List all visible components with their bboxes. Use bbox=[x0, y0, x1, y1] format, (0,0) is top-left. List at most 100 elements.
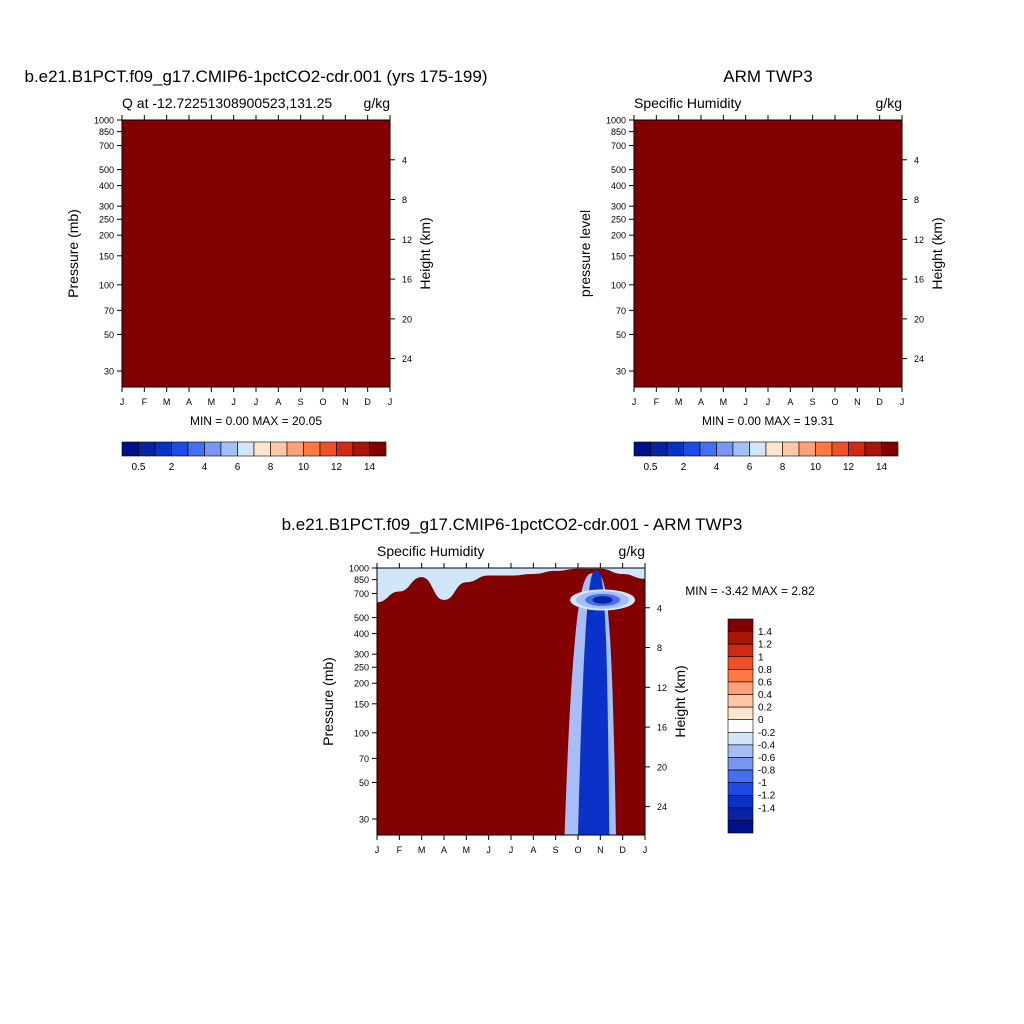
y-tick-label: 70 bbox=[104, 306, 114, 316]
y-tick-label: 500 bbox=[611, 165, 626, 175]
x-tick-label: A bbox=[186, 397, 192, 407]
colorbar-label: 1 bbox=[758, 652, 764, 663]
colorbar-swatch bbox=[650, 441, 668, 457]
y-tick-label: 850 bbox=[99, 127, 114, 137]
height-tick-label: 16 bbox=[914, 275, 924, 285]
y-tick-label: 850 bbox=[611, 127, 626, 137]
colorbar-swatch bbox=[727, 681, 754, 695]
height-tick-label: 8 bbox=[657, 643, 662, 653]
x-tick-label: O bbox=[574, 845, 581, 855]
colorbar-label: 10 bbox=[298, 462, 310, 473]
height-tick-label: 24 bbox=[657, 802, 667, 812]
colorbar-label: 0.5 bbox=[132, 462, 146, 473]
colorbar-swatch bbox=[204, 441, 222, 457]
subtitle-units: g/kg bbox=[364, 95, 390, 111]
x-tick-label: D bbox=[364, 397, 371, 407]
colorbar-label: 2 bbox=[681, 462, 687, 473]
chart-title: b.e21.B1PCT.f09_g17.CMIP6-1pctCO2-cdr.00… bbox=[282, 515, 743, 534]
colorbar-swatch bbox=[727, 782, 754, 796]
colorbar-swatch bbox=[716, 441, 734, 457]
colorbar: 0.5 2 4 6 8 10 12 14 bbox=[633, 441, 899, 473]
x-tick-label: F bbox=[397, 845, 403, 855]
height-tick-label: 12 bbox=[914, 235, 924, 245]
colorbar-label: 0.6 bbox=[758, 677, 772, 688]
colorbar-label: 0.2 bbox=[758, 703, 772, 714]
height-tick-label: 24 bbox=[914, 354, 924, 364]
y-tick-label: 200 bbox=[99, 231, 114, 241]
colorbar-swatch bbox=[727, 631, 754, 645]
colorbar-swatch bbox=[727, 656, 754, 670]
subtitle-left: Q at -12.72251308900523,131.25 bbox=[122, 95, 332, 111]
colorbar-swatch bbox=[864, 441, 882, 457]
colorbar-label: -0.2 bbox=[758, 728, 776, 739]
x-tick-label: J bbox=[486, 845, 491, 855]
x-tick-label: S bbox=[553, 845, 559, 855]
colorbar-swatch bbox=[220, 441, 238, 457]
contour-band bbox=[122, 120, 390, 387]
colorbar-swatch bbox=[815, 441, 833, 457]
x-tick-label: M bbox=[208, 397, 216, 407]
y-tick-label: 300 bbox=[99, 202, 114, 212]
colorbar-swatch bbox=[727, 618, 754, 632]
y-tick-label: 700 bbox=[611, 141, 626, 151]
height-axis-label: Height (km) bbox=[672, 665, 688, 737]
x-tick-label: S bbox=[810, 397, 816, 407]
colorbar-swatch bbox=[683, 441, 701, 457]
x-tick-label: M bbox=[463, 845, 471, 855]
colorbar-swatch bbox=[782, 441, 800, 457]
x-tick-label: M bbox=[163, 397, 171, 407]
colorbar-label: -1.4 bbox=[758, 803, 776, 814]
height-tick-label: 4 bbox=[914, 155, 919, 165]
y-tick-label: 50 bbox=[616, 330, 626, 340]
x-tick-label: N bbox=[342, 397, 349, 407]
height-tick-label: 4 bbox=[657, 603, 662, 613]
colorbar-swatch bbox=[727, 794, 754, 809]
colorbar-swatch bbox=[369, 441, 387, 457]
colorbar-swatch bbox=[270, 441, 288, 457]
colorbar-swatch bbox=[831, 441, 849, 457]
x-tick-label: N bbox=[597, 845, 604, 855]
y-tick-label: 300 bbox=[611, 202, 626, 212]
colorbar-swatch bbox=[727, 731, 754, 746]
colorbar-label: -0.6 bbox=[758, 753, 776, 764]
colorbar-swatch bbox=[798, 441, 816, 457]
colorbar-swatch bbox=[171, 441, 189, 457]
colorbar-swatch bbox=[727, 769, 754, 783]
x-tick-label: J bbox=[231, 397, 236, 407]
height-tick-label: 12 bbox=[402, 235, 412, 245]
y-tick-label: 100 bbox=[354, 728, 369, 738]
x-tick-label: J bbox=[120, 397, 125, 407]
height-axis-label: Height (km) bbox=[417, 217, 433, 289]
height-tick-label: 24 bbox=[402, 354, 412, 364]
colorbar-swatch bbox=[848, 441, 866, 457]
colorbar-label: 1.4 bbox=[758, 627, 772, 638]
x-tick-label: O bbox=[319, 397, 326, 407]
colorbar-swatch bbox=[765, 441, 783, 457]
y-tick-label: 250 bbox=[611, 215, 626, 225]
y-tick-label: 30 bbox=[359, 815, 369, 825]
y-tick-label: 400 bbox=[354, 629, 369, 639]
min-max-stats: MIN = -3.42 MAX = 2.82 bbox=[685, 584, 815, 598]
colorbar-label: 8 bbox=[268, 462, 274, 473]
x-tick-label: J bbox=[766, 397, 771, 407]
colorbar-label: -0.8 bbox=[758, 766, 776, 777]
y-tick-label: 400 bbox=[99, 181, 114, 191]
y-tick-label: 30 bbox=[616, 367, 626, 377]
x-tick-label: J bbox=[743, 397, 748, 407]
panel-model: b.e21.B1PCT.f09_g17.CMIP6-1pctCO2-cdr.00… bbox=[24, 67, 487, 473]
y-tick-label: 500 bbox=[99, 165, 114, 175]
colorbar-swatch bbox=[727, 643, 754, 658]
panel-obs: ARM TWP3 J F M A M J J A S O N D J 30 50 70 100 150 200 250 3… bbox=[577, 67, 945, 473]
y-tick-label: 150 bbox=[354, 699, 369, 709]
y-axis-label: Pressure (mb) bbox=[320, 657, 336, 746]
height-tick-label: 4 bbox=[402, 155, 407, 165]
x-tick-label: J bbox=[632, 397, 637, 407]
chart-title: ARM TWP3 bbox=[723, 67, 812, 86]
x-tick-label: J bbox=[254, 397, 259, 407]
colorbar-swatch bbox=[121, 441, 139, 457]
colorbar-swatch bbox=[727, 706, 754, 721]
colorbar-label: -0.4 bbox=[758, 740, 776, 751]
colorbar-label: 1.2 bbox=[758, 640, 772, 651]
contour-band bbox=[578, 570, 610, 835]
